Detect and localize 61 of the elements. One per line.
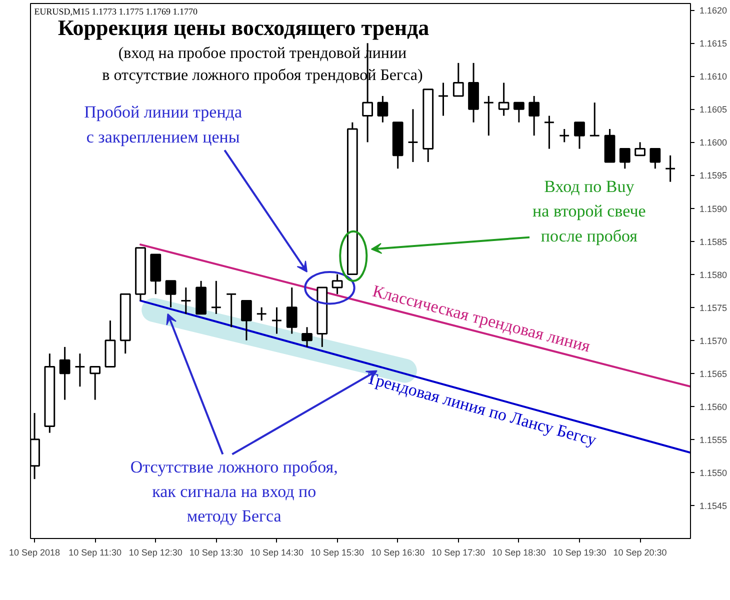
x-tick-label: 10 Sep 16:30 (371, 548, 425, 558)
y-tick-label: 1.1580 (700, 270, 728, 280)
candlestick (528, 95, 540, 136)
annotation: EURUSD,M15 1.1773 1.1775 1.1769 1.1770 (34, 6, 198, 16)
candlestick (408, 108, 418, 163)
y-tick-label: 1.1600 (700, 138, 728, 148)
candlestick (241, 300, 252, 342)
candlestick (377, 95, 388, 124)
y-tick-label: 1.1610 (700, 72, 728, 82)
y-tick-label: 1.1595 (700, 170, 728, 181)
annotation: Пробой линии тренда с закреплением цены (84, 102, 242, 146)
candlestick (210, 280, 222, 315)
candlestick (619, 148, 630, 170)
candlestick (74, 352, 86, 388)
candlestick (180, 286, 192, 315)
candlestick (452, 62, 464, 97)
candlestick (59, 346, 70, 401)
candlestick (514, 102, 524, 124)
y-tick-label: 1.1615 (700, 38, 728, 49)
x-tick-label: 10 Sep 20:30 (613, 548, 667, 558)
x-tick-label: 10 Sep 11:30 (68, 548, 122, 558)
y-tick-label: 1.1560 (700, 402, 728, 412)
x-tick-label: 10 Sep 17:30 (432, 548, 486, 558)
candlestick (165, 280, 176, 308)
y-tick-label: 1.1545 (700, 500, 728, 511)
x-tick-label: 10 Sep 13:30 (189, 548, 243, 558)
candlestick (286, 286, 298, 334)
candlestick (664, 154, 676, 183)
text: Коррекция цены восходящего тренда (58, 14, 430, 40)
y-tick-label: 1.1575 (700, 302, 728, 313)
y-tick-label: 1.1585 (700, 236, 728, 247)
candlestick (226, 293, 237, 328)
candlestick (90, 366, 101, 401)
y-tick-label: 1.1565 (700, 368, 728, 379)
annotation: Вход по Buy на второй свече после пробоя (532, 176, 646, 246)
candlestick (256, 306, 268, 322)
candlestick (634, 141, 646, 156)
candlestick (271, 306, 282, 334)
y-tick-label: 1.1590 (700, 204, 728, 214)
y-tick-label: 1.1570 (700, 336, 728, 346)
candlestick (438, 82, 449, 117)
x-tick-label: 10 Sep 2018 (9, 548, 60, 558)
candlestick (498, 82, 510, 117)
x-tick-label: 10 Sep 18:30 (492, 548, 546, 558)
y-tick-label: 1.1605 (700, 104, 728, 115)
candlestick (650, 148, 661, 170)
candlestick (574, 122, 585, 150)
candlestick (332, 274, 343, 295)
candlestick (483, 95, 494, 136)
candlestick (589, 102, 600, 136)
candlestick (558, 128, 570, 143)
candlestick (544, 115, 555, 150)
candlestick (302, 326, 312, 348)
annotation: Отсутствие ложного пробоя, как сигнала на вход по методу Бегса (130, 457, 338, 526)
x-tick-label: 10 Sep 19:30 (552, 548, 606, 558)
x-tick-label: 10 Sep 12:30 (128, 548, 182, 558)
x-tick-label: 10 Sep 15:30 (310, 548, 364, 558)
y-tick-label: 1.1620 (700, 6, 728, 16)
x-tick-label: 10 Sep 14:30 (250, 548, 304, 558)
y-tick-label: 1.1550 (700, 468, 728, 478)
y-tick-label: 1.1555 (700, 434, 728, 445)
